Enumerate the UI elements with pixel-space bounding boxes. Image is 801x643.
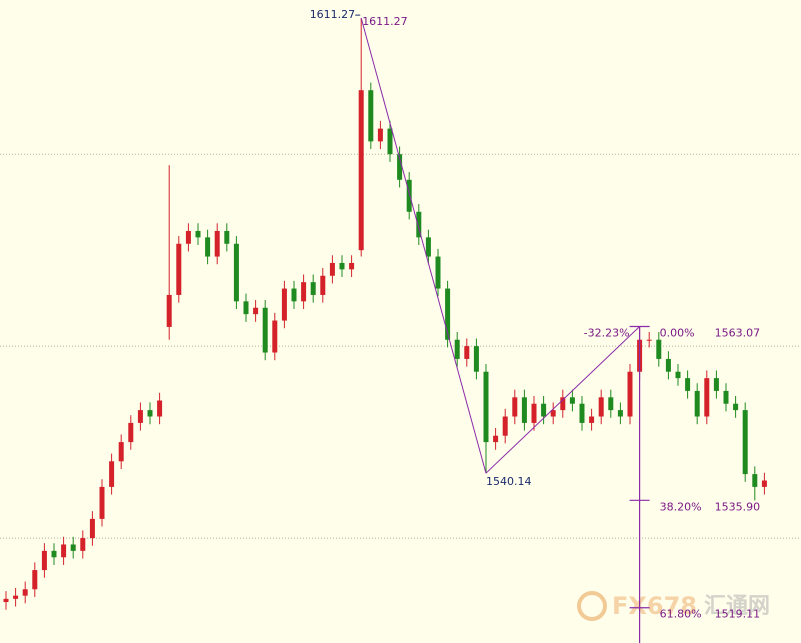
candle-body [541, 403, 547, 417]
trough-label: 1540.14 [486, 475, 532, 488]
peak-label: 1611.27 [362, 15, 408, 28]
candle-body [435, 256, 441, 289]
candle-body [550, 410, 556, 417]
fib-price: 1535.90 [715, 500, 761, 513]
candle-body [80, 538, 86, 551]
candle-body [147, 410, 153, 417]
candle-body [89, 518, 95, 539]
candle-body [329, 262, 335, 276]
candle-body [425, 237, 431, 257]
candle-body [377, 128, 383, 142]
candle-body [656, 339, 662, 359]
candle-body [733, 403, 739, 411]
candle-body [22, 589, 28, 596]
candle-body [560, 397, 566, 411]
candle-body [310, 282, 316, 295]
candle-body [32, 570, 38, 590]
candle-body [646, 339, 652, 341]
candle-body [195, 230, 201, 238]
candle-body [128, 422, 134, 443]
candle-body [291, 288, 297, 302]
candle-body [608, 397, 614, 411]
peak-label: 1611.27 [310, 8, 356, 21]
candle-body [416, 211, 422, 238]
candle-body [166, 294, 172, 327]
candle-body [3, 598, 9, 603]
candle-body [224, 230, 230, 244]
watermark-logo [577, 591, 607, 621]
candle-body [339, 262, 345, 270]
candle-body [176, 243, 182, 295]
candle-body [397, 154, 403, 180]
candle-body [99, 486, 105, 519]
candle-body [694, 390, 700, 417]
candle-body [752, 474, 758, 487]
candle-body [205, 237, 211, 257]
candle-body [512, 397, 518, 417]
candle-body [665, 358, 671, 372]
candle-body [464, 346, 470, 359]
trend-line [485, 326, 640, 474]
candle-body [358, 90, 364, 251]
candle-body [70, 544, 76, 551]
candle-body [233, 243, 239, 302]
candle-body [137, 410, 143, 423]
candle-body [723, 390, 729, 404]
candle-body [281, 288, 287, 321]
candle-body [483, 371, 489, 443]
fib-price: 1563.07 [715, 326, 761, 339]
candle-body [320, 275, 326, 295]
candle-body [685, 378, 691, 391]
candle-body [445, 288, 451, 340]
candle-body [253, 307, 259, 315]
candle-body [569, 397, 575, 404]
candle-body [589, 416, 595, 423]
candle-body [262, 307, 268, 353]
candle-body [349, 262, 355, 270]
candle-body [617, 410, 623, 417]
candle-body [301, 282, 307, 302]
candle-body [243, 301, 249, 315]
candle-body [521, 397, 527, 423]
candle-body [157, 400, 163, 417]
fib-level: 61.80% [660, 608, 702, 621]
candle-body [61, 544, 67, 558]
candle-body [368, 90, 374, 142]
candle-body [406, 179, 412, 212]
fib-level: 0.00% [660, 326, 695, 339]
trend-line [360, 17, 487, 474]
candle-body [109, 461, 115, 487]
candle-body [51, 550, 57, 558]
watermark-text: 汇通网 [704, 594, 770, 619]
watermark: FX678 汇通网 [577, 591, 770, 621]
candle-body [713, 378, 719, 391]
candle-body [531, 403, 537, 423]
candle-body [502, 416, 508, 436]
candle-body [473, 346, 479, 372]
candle-body [41, 550, 47, 571]
candle-body [627, 371, 633, 417]
candle-body [272, 320, 278, 353]
candle-body [675, 371, 681, 379]
candle-body [387, 128, 393, 155]
candle-body [118, 442, 124, 462]
candle-body [454, 339, 460, 359]
fib-price: 1519.11 [715, 608, 761, 621]
candle-body [704, 378, 710, 417]
candle-body [742, 410, 748, 475]
candle-body [214, 230, 220, 257]
candle-body [579, 403, 585, 423]
watermark-text: FX678 [612, 592, 697, 620]
candle-body [13, 595, 19, 599]
candle-body [761, 480, 767, 487]
candle-body [598, 397, 604, 417]
fib-extension: -32.23% [584, 326, 630, 339]
candle-body [185, 230, 191, 244]
fib-level: 38.20% [660, 500, 702, 513]
candle-body [493, 435, 499, 443]
